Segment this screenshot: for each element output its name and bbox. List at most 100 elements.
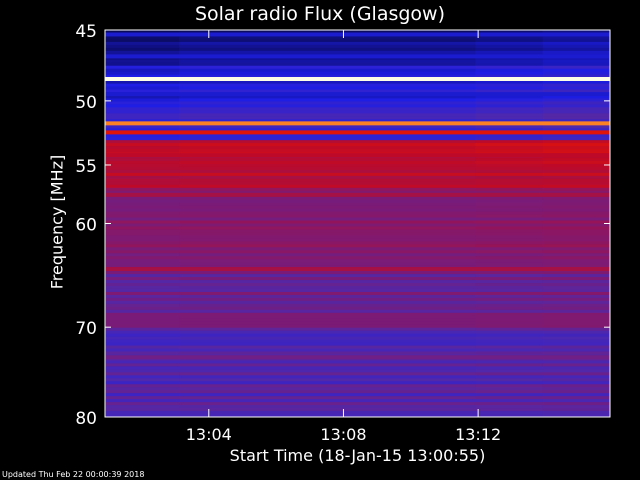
spectrogram-cell bbox=[475, 223, 544, 227]
spectrogram-cell bbox=[105, 387, 180, 391]
spectrogram-cell bbox=[105, 342, 180, 347]
spectrogram-cell bbox=[475, 399, 544, 403]
spectrogram-cell bbox=[475, 321, 544, 326]
spectrogram-cell bbox=[475, 232, 544, 236]
spectrogram-cell bbox=[179, 411, 476, 415]
spectrogram-cell bbox=[475, 241, 544, 245]
emission-band bbox=[105, 153, 610, 158]
spectrogram-cell bbox=[179, 56, 476, 61]
spectrogram-cell bbox=[542, 226, 611, 230]
spectrogram-cell bbox=[105, 280, 180, 284]
spectrogram-cell bbox=[542, 372, 611, 376]
spectrogram-cell bbox=[475, 253, 544, 257]
spectrogram-cell bbox=[542, 339, 611, 344]
spectrogram-cell bbox=[179, 190, 476, 195]
spectrogram-cell bbox=[179, 125, 476, 129]
spectrogram-cell bbox=[179, 384, 476, 388]
spectrogram-cell bbox=[542, 265, 611, 269]
spectrogram-cell bbox=[179, 160, 476, 165]
spectrogram-cell bbox=[179, 291, 476, 296]
spectrogram-cell bbox=[179, 342, 476, 347]
spectrogram-cell bbox=[179, 44, 476, 49]
spectrogram-cell bbox=[179, 202, 476, 207]
spectrogram-cell bbox=[475, 348, 544, 353]
spectrogram-cell bbox=[542, 140, 611, 144]
spectrogram-cell bbox=[542, 280, 611, 284]
spectrogram-cell bbox=[542, 351, 611, 355]
spectrogram-cell bbox=[179, 324, 476, 329]
spectrogram-cell bbox=[542, 288, 611, 293]
spectrogram-cell bbox=[105, 116, 180, 120]
spectrogram-cell bbox=[542, 181, 611, 186]
spectrogram-cell bbox=[542, 345, 611, 350]
spectrogram-cell bbox=[475, 408, 544, 412]
spectrogram-cell bbox=[105, 98, 180, 102]
spectrogram-cell bbox=[475, 196, 544, 201]
spectrogram-cell bbox=[475, 318, 544, 323]
spectrogram-cell bbox=[475, 119, 544, 123]
spectrogram-cell bbox=[475, 146, 544, 150]
chart-title: Solar radio Flux (Glasgow) bbox=[194, 3, 446, 25]
spectrogram-cell bbox=[542, 116, 611, 120]
spectrogram-cell bbox=[105, 390, 180, 394]
spectrogram-cell bbox=[542, 220, 611, 224]
spectrogram-cell bbox=[105, 378, 180, 382]
spectrogram-cell bbox=[475, 277, 544, 281]
spectrogram-cell bbox=[105, 402, 180, 406]
spectrogram-cell bbox=[475, 247, 544, 251]
spectrogram-cell bbox=[475, 59, 544, 64]
spectrogram-cell bbox=[475, 74, 544, 79]
spectrogram-cell bbox=[105, 83, 180, 88]
spectrogram-cell bbox=[475, 274, 544, 278]
spectrogram-cell bbox=[475, 83, 544, 88]
spectrogram-cell bbox=[542, 30, 611, 34]
spectrogram-cell bbox=[542, 113, 611, 117]
spectrogram-cell bbox=[542, 89, 611, 94]
spectrogram-cell bbox=[105, 119, 180, 123]
spectrogram-cell bbox=[542, 321, 611, 326]
spectrogram-cell bbox=[475, 190, 544, 195]
spectrogram-cell bbox=[179, 30, 476, 34]
spectrogram-cell bbox=[179, 220, 476, 224]
spectrogram-cell bbox=[105, 190, 180, 195]
spectrogram-cell bbox=[105, 30, 180, 34]
spectrogram-cell bbox=[105, 363, 180, 367]
spectrogram-cell bbox=[105, 68, 180, 73]
spectrogram-cell bbox=[105, 172, 180, 177]
spectrogram-cell bbox=[542, 241, 611, 245]
spectrogram-cell bbox=[475, 303, 544, 308]
spectrogram-cell bbox=[542, 297, 611, 302]
spectrogram-cell bbox=[105, 351, 180, 355]
spectrogram-cell bbox=[475, 220, 544, 224]
spectrogram-cell bbox=[475, 137, 544, 141]
spectrogram-cell bbox=[179, 330, 476, 335]
spectrogram-cell bbox=[179, 393, 476, 397]
spectrogram-cell bbox=[475, 286, 544, 290]
spectrogram-cell bbox=[105, 232, 180, 236]
spectrogram-cell bbox=[542, 327, 611, 332]
spectrogram-cell bbox=[105, 366, 180, 370]
spectrogram-cell bbox=[105, 393, 180, 397]
spectrogram-cell bbox=[179, 208, 476, 213]
spectrogram-cell bbox=[179, 241, 476, 245]
spectrogram-cell bbox=[179, 65, 476, 70]
spectrogram-cell bbox=[542, 378, 611, 382]
spectrogram-cell bbox=[179, 71, 476, 76]
spectrogram-cell bbox=[542, 59, 611, 64]
spectrogram-cell bbox=[475, 50, 544, 55]
spectrogram-cell bbox=[179, 107, 476, 111]
spectrogram-cell bbox=[105, 330, 180, 335]
spectrogram-cell bbox=[475, 256, 544, 260]
spectrogram-cell bbox=[475, 199, 544, 204]
spectrogram-cell bbox=[105, 59, 180, 64]
spectrogram-cell bbox=[475, 35, 544, 40]
x-axis-label: Start Time (18-Jan-15 13:00:55) bbox=[229, 446, 486, 465]
spectrogram-cell bbox=[105, 214, 180, 219]
spectrogram-cell bbox=[105, 56, 180, 61]
spectrogram-cell bbox=[542, 158, 611, 162]
spectrogram-cell bbox=[105, 244, 180, 248]
spectrogram-cell bbox=[105, 306, 180, 311]
spectrogram-cell bbox=[475, 172, 544, 177]
spectrogram-cell bbox=[475, 372, 544, 376]
